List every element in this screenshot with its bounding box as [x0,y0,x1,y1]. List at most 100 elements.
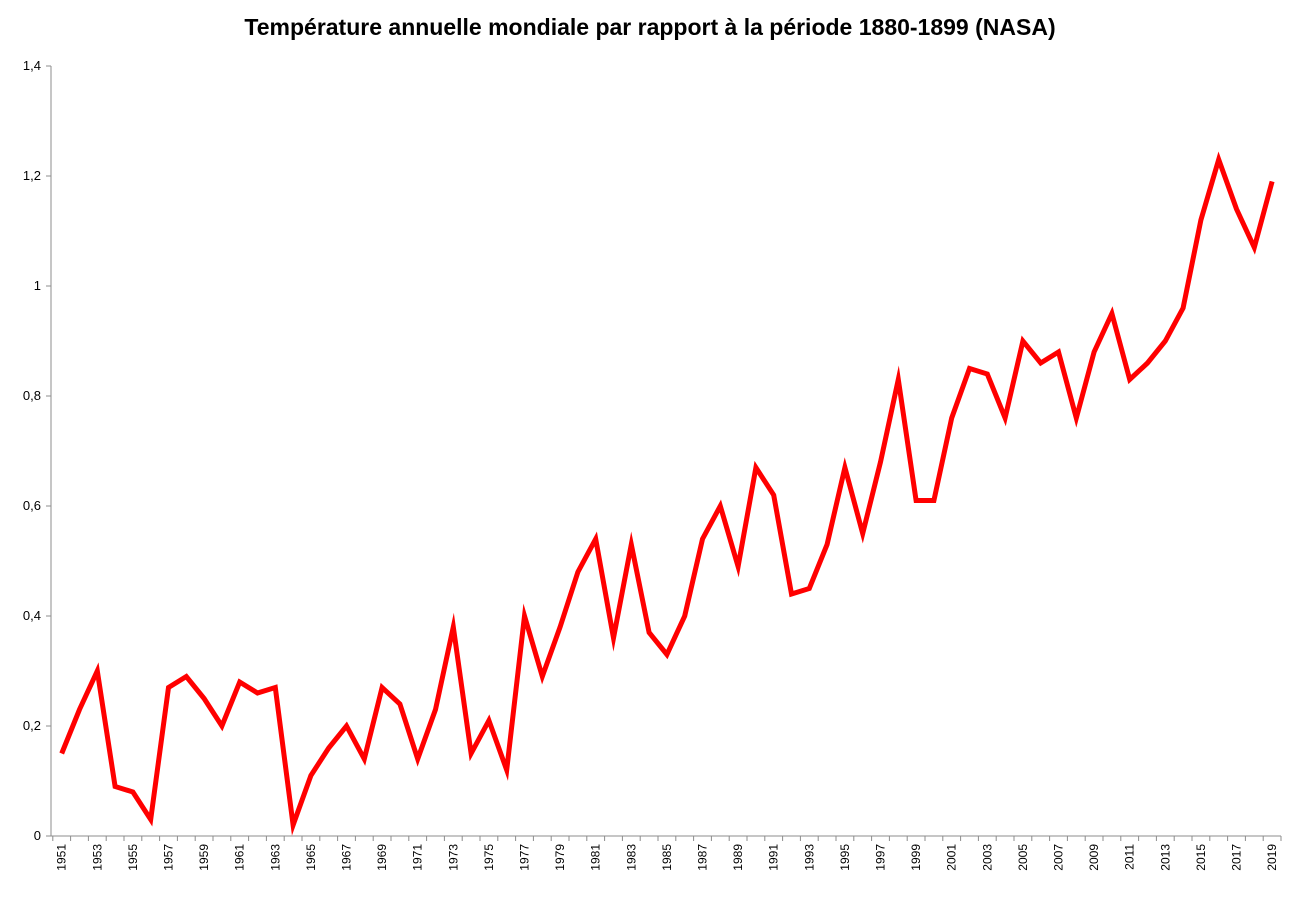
x-tick-label: 1977 [518,844,532,871]
series-line [59,151,1275,836]
x-tick-label: 1997 [874,844,888,871]
data-point [219,724,224,729]
x-tick-label: 2015 [1194,844,1208,871]
data-point [789,592,794,597]
x-tick-label: 1995 [838,844,852,871]
data-point [1020,339,1025,344]
data-point [914,498,919,503]
x-tick-label: 2011 [1123,844,1137,870]
x-tick-label: 2009 [1087,844,1101,871]
data-point [896,377,901,382]
data-point [148,817,153,822]
data-point [469,751,474,756]
data-point [753,465,758,470]
data-point [1038,361,1043,366]
data-point [718,504,723,509]
data-point [273,685,278,690]
x-tick-label: 1973 [446,844,460,871]
data-point [629,542,634,547]
data-point [1234,207,1239,212]
data-point [1003,416,1008,421]
data-point [985,372,990,377]
data-point [647,630,652,635]
series-group [59,151,1275,836]
x-tick-label: 1985 [660,844,674,871]
data-point [308,773,313,778]
data-point [611,636,616,641]
data-point [59,751,64,756]
data-point [451,625,456,630]
x-tick-label: 1953 [90,844,104,871]
data-point [255,691,260,696]
x-tick-label: 1983 [624,844,638,871]
data-point [504,768,509,773]
data-point [1056,350,1061,355]
data-point [1092,350,1097,355]
data-point [682,614,687,619]
data-point [558,625,563,630]
y-axis: 0 0,2 0,4 0,6 0,8 1 1,2 1,4 [23,58,52,843]
data-point [931,498,936,503]
data-point [860,531,865,536]
x-tick-label: 1971 [411,844,425,871]
x-tick-label: 1963 [268,844,282,871]
data-point [113,784,118,789]
data-point [1198,218,1203,223]
x-tick-label: 2001 [945,844,959,871]
data-point [486,718,491,723]
data-point [1074,416,1079,421]
x-tick-label: 2019 [1265,844,1279,871]
data-point [540,674,545,679]
y-tick-label: 1,4 [23,58,41,73]
data-point [380,685,385,690]
data-point [1216,157,1221,162]
data-point [397,702,402,707]
data-point [575,570,580,575]
data-point [842,465,847,470]
y-tick-label: 0 [34,828,41,843]
x-tick-label: 2003 [980,844,994,871]
x-tick-label: 2013 [1158,844,1172,871]
data-point [1252,245,1257,250]
x-tick-label: 1965 [304,844,318,871]
data-point [77,707,82,712]
data-point [1109,311,1114,316]
x-tick-label: 1969 [375,844,389,871]
data-point [1270,179,1275,184]
y-tick-label: 1 [34,278,41,293]
x-tick-label: 1975 [482,844,496,871]
data-point [1127,377,1132,382]
data-point [771,493,776,498]
x-tick-label: 1955 [126,844,140,871]
x-tick-label: 1991 [767,844,781,871]
data-point [415,757,420,762]
data-point [95,669,100,674]
data-point [593,537,598,542]
data-point [237,680,242,685]
data-point [825,542,830,547]
data-point [736,564,741,569]
y-tick-label: 0,2 [23,718,41,733]
data-point [291,823,296,828]
y-tick-label: 0,4 [23,608,41,623]
data-point [522,614,527,619]
data-point [166,685,171,690]
x-tick-label: 1961 [233,844,247,871]
x-tick-label: 1951 [55,844,69,871]
y-tick-label: 1,2 [23,168,41,183]
y-tick-label: 0,8 [23,388,41,403]
x-axis: 1951 1953 1955 1957 1959 1961 1963 1965 1967 1969… [51,835,1282,871]
data-point [433,707,438,712]
data-point [326,746,331,751]
x-tick-label: 1999 [909,844,923,871]
data-point [967,366,972,371]
data-point [1145,361,1150,366]
x-tick-label: 1981 [589,844,603,871]
data-point [878,460,883,465]
x-tick-label: 2017 [1230,844,1244,871]
x-tick-label: 1987 [696,844,710,871]
x-tick-label: 1959 [197,844,211,871]
data-point [949,416,954,421]
data-point [184,674,189,679]
